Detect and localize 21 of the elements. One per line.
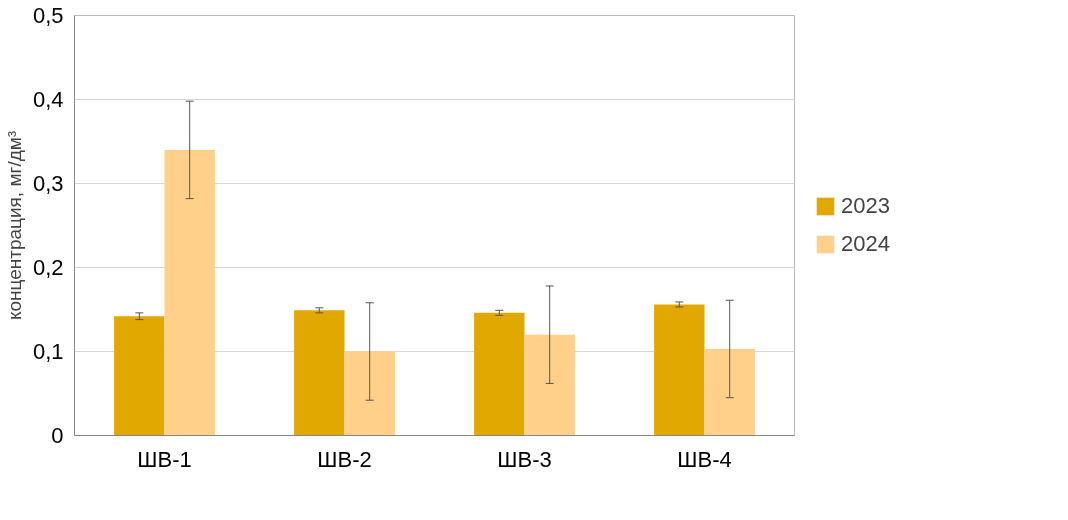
x-tick-label: ШВ-3 bbox=[497, 446, 552, 472]
x-tick-label: ШВ-4 bbox=[677, 446, 732, 472]
y-tick-label: 0,2 bbox=[32, 255, 64, 280]
bar bbox=[474, 312, 525, 436]
y-tick-label: 0 bbox=[51, 423, 64, 448]
legend-label: 2024 bbox=[841, 231, 890, 257]
bar bbox=[164, 149, 215, 436]
y-axis-title: концентрация, мг/дм³ bbox=[3, 130, 25, 321]
legend-label: 2023 bbox=[841, 193, 890, 219]
y-tick-label: 0,3 bbox=[32, 171, 64, 196]
bar bbox=[344, 351, 395, 436]
bar bbox=[114, 316, 165, 436]
bar bbox=[524, 334, 575, 436]
y-tick-label: 0,5 bbox=[32, 3, 64, 28]
y-tick-label: 0,4 bbox=[32, 87, 64, 112]
x-tick-label: ШВ-2 bbox=[317, 446, 372, 472]
bar bbox=[704, 348, 755, 436]
y-tick-label: 0,1 bbox=[32, 339, 64, 364]
bar bbox=[654, 304, 705, 436]
bar bbox=[294, 310, 345, 436]
x-tick-label: ШВ-1 bbox=[137, 446, 192, 472]
